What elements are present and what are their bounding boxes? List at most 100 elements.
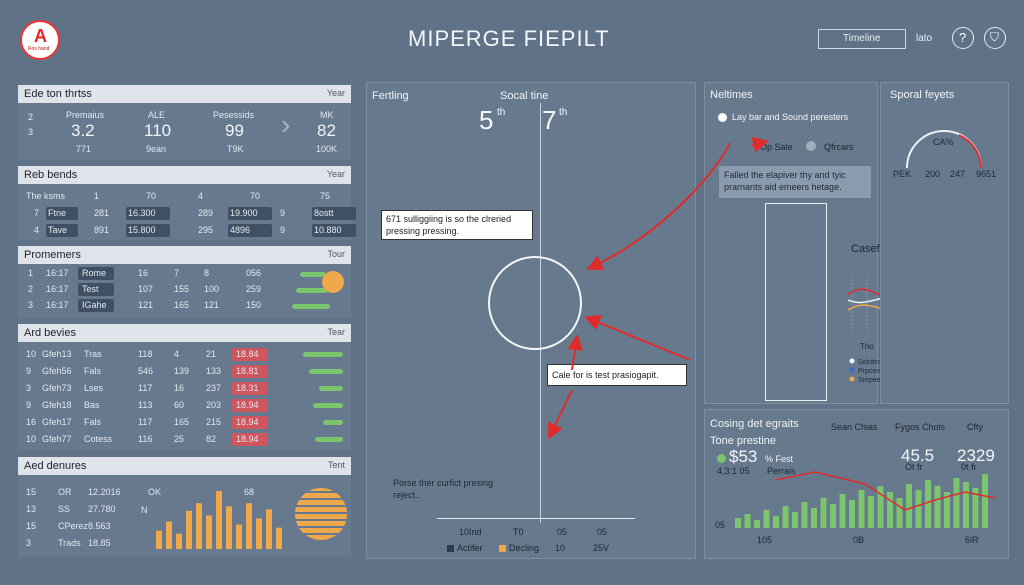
panel-period[interactable]: Year [326,169,345,179]
bar [877,486,884,528]
shield-icon[interactable]: ⛉ [984,27,1006,49]
callout-note[interactable]: Cale for is test prasiogapit. [547,364,687,386]
panel-period[interactable]: Tear [327,327,345,337]
table-cell: 3 [26,538,32,548]
progress-bar [292,304,330,309]
table-cell: Trads [58,538,81,548]
axis-tick: 05 [715,520,726,530]
table-cell: 60 [174,400,185,410]
help-icon[interactable]: ? [952,27,974,49]
bar [226,506,232,549]
bar [196,503,202,549]
bar [849,500,855,528]
col-header: Cfty [967,422,984,432]
table-cell: 10.880 [314,225,342,235]
bar [820,498,827,528]
info-box: Falled the elapiver thy and tyic prarnan… [719,166,871,198]
table-cell: 25 [174,434,185,444]
status-dot-icon [717,454,726,463]
option-label[interactable]: Qfrcars [824,142,854,152]
table-cell: 10 [26,349,37,359]
metric-value: 45.5 [901,446,935,465]
axis-tick: 05 [557,527,568,537]
table-cell: 9 [26,400,32,410]
status-chip [232,365,268,378]
table-cell: 18.84 [236,349,259,359]
panel-period[interactable]: Year [326,88,345,98]
table-cell: 27.780 [88,504,116,514]
table-cell: 295 [198,225,214,235]
center-panel: Fertling Socal tine 5 th 7 th 671 sullig… [366,82,696,559]
value-chip [312,207,356,220]
table-cell: Rome [82,268,107,278]
app-logo[interactable]: A Ros hand [20,20,60,60]
bar [953,478,960,528]
table-cell: 9 [280,208,286,218]
bar [754,520,760,528]
status-chip [232,416,268,429]
bar [266,509,272,549]
table-cell: 82 [206,434,217,444]
table-cell: 121 [204,300,220,310]
panel-period[interactable]: Tent [327,460,345,470]
axis-tick: 10Ind [459,527,482,537]
table-cell: 155 [174,284,190,294]
table-cell: 100 [204,284,220,294]
legend-swatch-orange [499,545,506,552]
option-label[interactable]: Op Sale [760,142,793,152]
chevron-right-icon[interactable]: › [281,109,291,140]
table-cell: 117 [138,417,153,427]
progress-bar [300,272,326,277]
axis-tick: 105 [757,535,773,545]
value-chip [46,224,78,237]
bar [236,524,242,549]
table-cell: Gfeh77 [42,434,72,444]
progress-bar [319,386,343,391]
neltimes-panel: Neltimes Lay bar and Sound peresters Op … [704,82,960,404]
mini-legend: 4,3:1 05 [717,466,750,476]
table-cell: 16 [174,383,185,393]
table-cell: IGahe [82,300,107,310]
panel-period[interactable]: Tour [327,249,345,259]
value-chip [46,207,78,220]
table-cell: Cotess [84,434,113,444]
gauge-tick: 9651 [976,169,997,179]
gauge-tick: 200 [925,169,941,179]
radio-label: Lay bar and Sound peresters [732,112,849,122]
axis-tick: Tno [860,342,874,351]
panel-title: Ard bevies [24,327,76,339]
radio-button[interactable] [718,113,727,122]
legend-label: 25V [593,543,610,553]
status-chip [232,433,268,446]
table-cell: Gfeh13 [42,349,72,359]
mini-legend: Perrais [767,466,796,476]
timeline-button[interactable]: Timeline [818,29,906,49]
legend-label: Srepeeta [858,377,887,384]
callout-note[interactable]: 671 sulliggiing is so the clreried press… [381,210,533,240]
gauge-center-label: CA% [933,137,954,147]
table-cell: 203 [206,400,222,410]
bevies-panel: Ard bevies Tear 10 Gfeh13 Tras 118 4 21 18.84 9 G… [18,324,351,450]
axis-tick: 6lR [965,535,979,545]
table-cell: 8.563 [88,521,111,531]
stat-value: 3.2 [71,121,95,140]
circle-marker[interactable] [488,256,582,350]
table-cell: 18.85 [88,538,111,548]
table-cell: SS [58,504,71,514]
col-header: The ksms [26,191,66,201]
bar [166,521,172,549]
option-dot-icon[interactable] [806,141,816,151]
col-header: 4 [198,191,204,201]
table-cell: 16:17 [46,268,69,278]
bar [735,518,741,528]
bar [744,514,751,528]
stat-sup: th [559,107,568,118]
panel-title: Cosing det egraits [710,418,799,430]
header-extra-link[interactable]: lato [916,33,933,44]
panel-title: Aed denures [24,460,87,472]
flow-box [765,203,827,401]
promemers-panel: Promemers Tour 1 16:17 Rome 16 7 8 056 2 16:17 Tes… [18,246,351,318]
main-value: $53 [729,447,758,466]
bends-panel: Reb bends Year The ksms 1 70 4 70 75 7 Ftn… [18,166,356,240]
reject-note: Porse ther curfict presing reject.. [393,478,494,500]
